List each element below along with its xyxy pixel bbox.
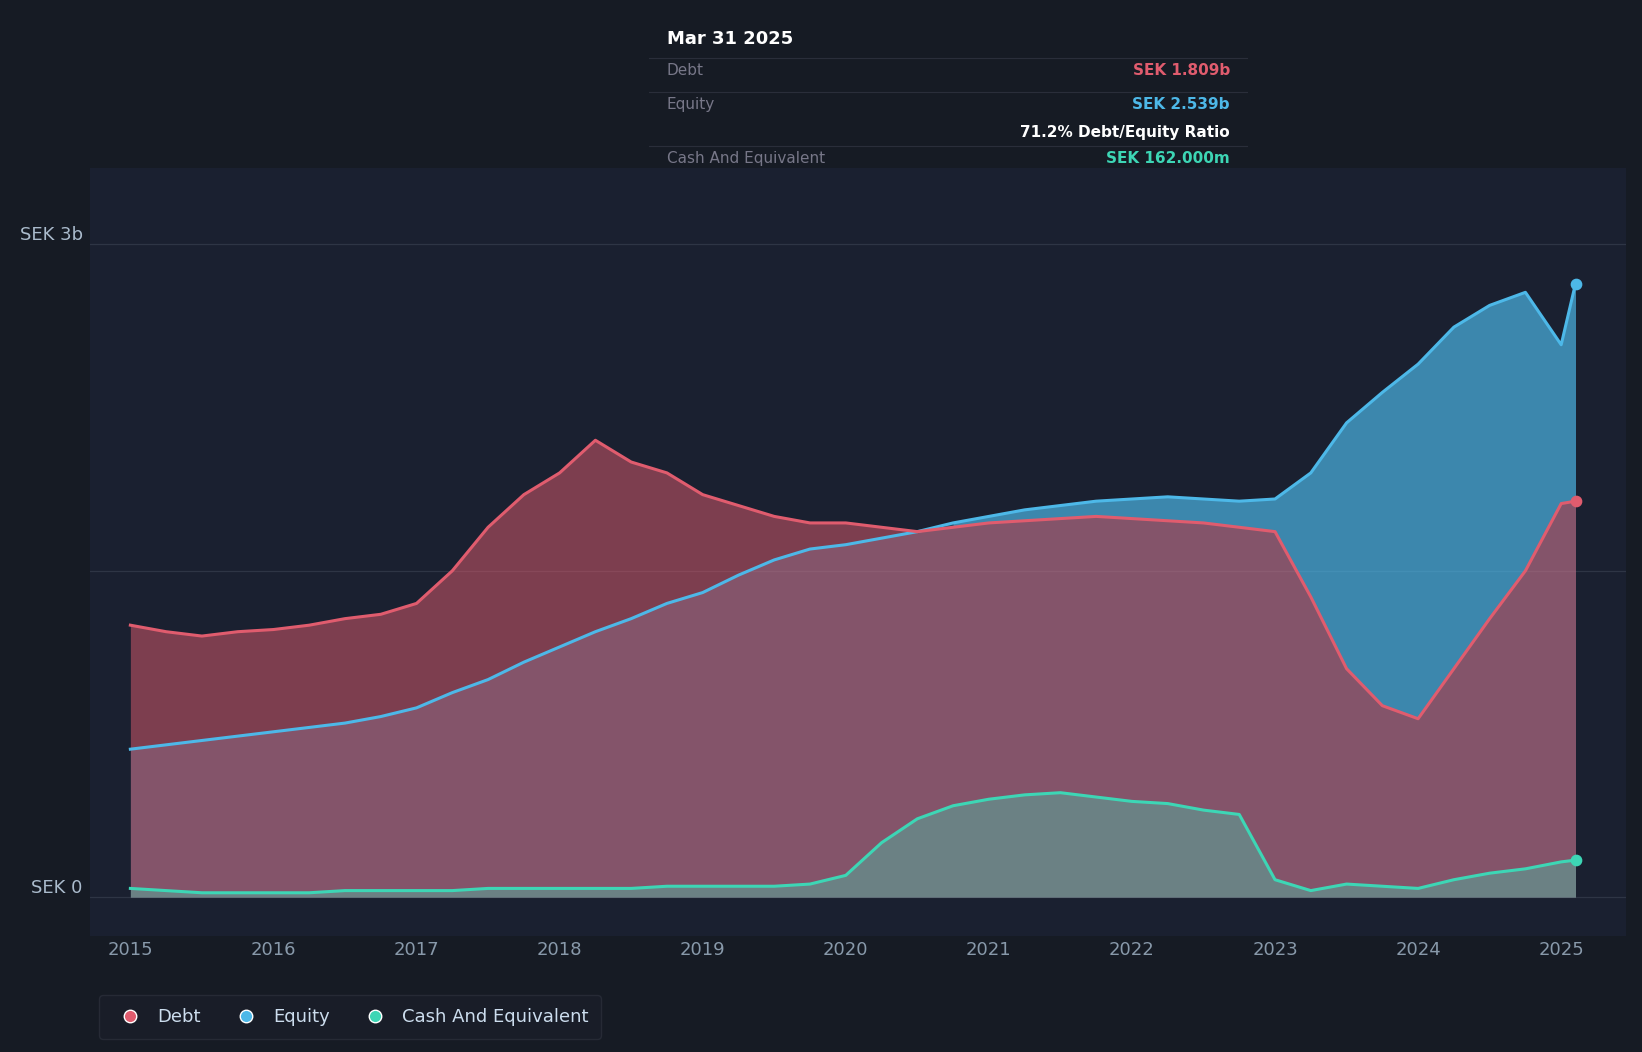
Text: SEK 2.539b: SEK 2.539b bbox=[1133, 97, 1230, 113]
Text: SEK 0: SEK 0 bbox=[31, 879, 82, 897]
Point bbox=[1563, 852, 1589, 869]
Legend: Debt, Equity, Cash And Equivalent: Debt, Equity, Cash And Equivalent bbox=[99, 995, 601, 1038]
Text: SEK 1.809b: SEK 1.809b bbox=[1133, 63, 1230, 78]
Text: Debt: Debt bbox=[667, 63, 703, 78]
Text: SEK 3b: SEK 3b bbox=[20, 226, 82, 244]
Point bbox=[1563, 276, 1589, 292]
Text: SEK 162.000m: SEK 162.000m bbox=[1107, 151, 1230, 166]
Text: Cash And Equivalent: Cash And Equivalent bbox=[667, 151, 824, 166]
Text: Equity: Equity bbox=[667, 97, 714, 113]
Text: 71.2% Debt/Equity Ratio: 71.2% Debt/Equity Ratio bbox=[1020, 125, 1230, 140]
Point bbox=[1563, 492, 1589, 509]
Text: Mar 31 2025: Mar 31 2025 bbox=[667, 31, 793, 48]
